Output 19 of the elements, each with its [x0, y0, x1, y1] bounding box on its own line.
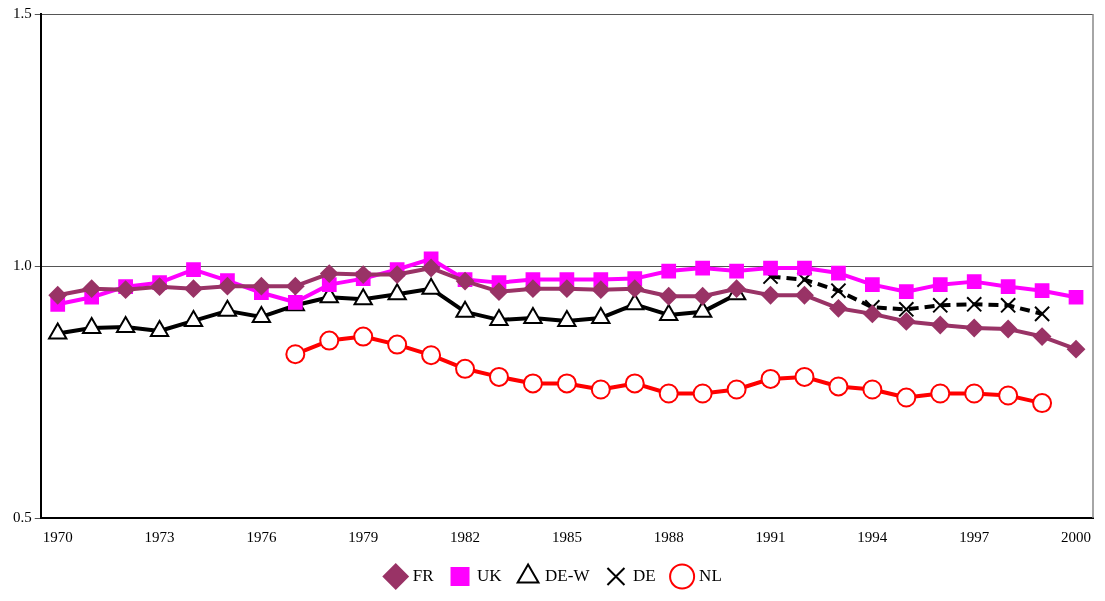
x-tick-label: 1982: [450, 528, 481, 545]
x-tick-label: 1997: [959, 528, 990, 545]
x-tick-label: 1991: [755, 528, 786, 545]
legend-label: NL: [699, 565, 722, 585]
legend-label: DE-W: [545, 565, 591, 585]
x-tick-label: 1973: [144, 528, 175, 545]
x-tick-label: 1985: [551, 528, 582, 545]
legend-label: FR: [412, 565, 435, 585]
y-tick-label: 1.5: [13, 4, 32, 21]
x-tick-label: 1970: [42, 528, 73, 545]
x-tick-label: 1988: [653, 528, 684, 545]
x-tick-label: 1976: [246, 528, 277, 545]
x-tick-label: 1994: [857, 528, 888, 545]
legend-label: UK: [477, 565, 503, 585]
legend-label: DE: [632, 565, 656, 585]
y-tick-label: 1.0: [13, 256, 32, 273]
y-tick-label: 0.5: [13, 508, 32, 525]
x-tick-label: 1979: [348, 528, 379, 545]
x-tick-label: 2000: [1061, 528, 1092, 545]
